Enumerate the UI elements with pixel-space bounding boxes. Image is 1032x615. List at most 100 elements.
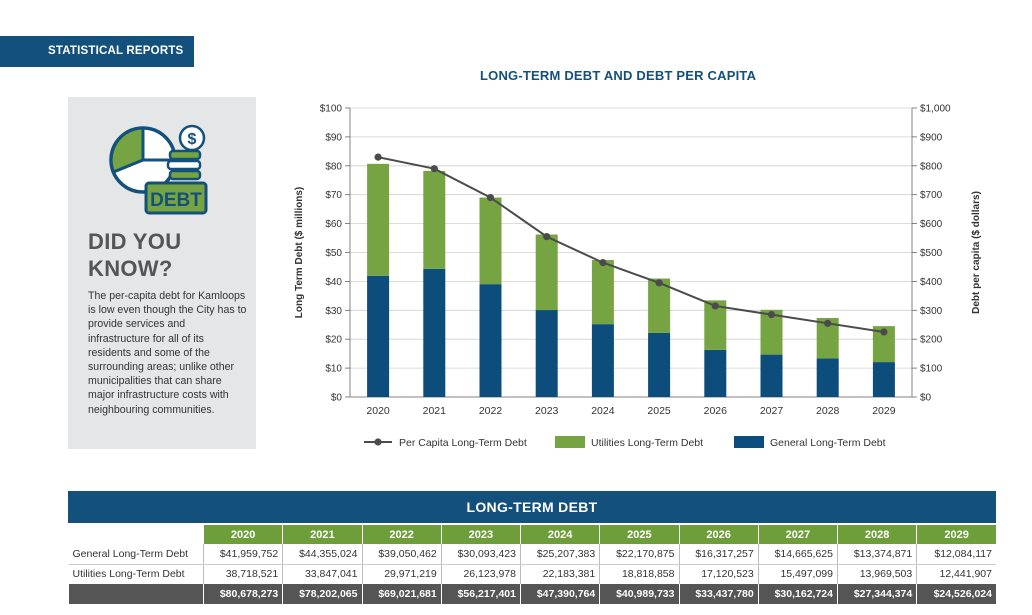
did-you-know-title: DID YOU KNOW? bbox=[88, 228, 181, 282]
per-capita-point bbox=[430, 165, 438, 173]
y-tick-label: $80 bbox=[325, 161, 342, 172]
table-header-row: 2020 2021 2022 2023 2024 2025 2026 2027 2028 2029 bbox=[68, 523, 996, 544]
table-cell: $14,665,625 bbox=[757, 544, 838, 565]
table-cell: 13,969,503 bbox=[836, 564, 917, 584]
per-capita-point bbox=[599, 259, 607, 267]
year-header: 2020 bbox=[202, 523, 283, 544]
bar-general bbox=[816, 358, 839, 397]
x-tick-label: 2020 bbox=[366, 405, 390, 417]
y-tick-label: $10 bbox=[325, 364, 342, 375]
per-capita-point bbox=[824, 319, 832, 327]
y-axis-label: Long Term Debt ($ millions) bbox=[294, 187, 305, 318]
bar-general bbox=[648, 332, 671, 397]
per-capita-point bbox=[655, 279, 663, 287]
y2-tick-label: $800 bbox=[920, 161, 943, 172]
legend-swatch-general bbox=[734, 436, 764, 448]
year-header: 2024 bbox=[519, 523, 600, 544]
total-cell: $33,437,780 bbox=[678, 584, 759, 604]
year-header: 2023 bbox=[440, 523, 521, 544]
row-label: Utilities Long-Term Debt bbox=[68, 564, 204, 584]
total-cell: $27,344,374 bbox=[836, 584, 917, 604]
per-capita-point bbox=[880, 328, 888, 336]
debt-chart: $0 $10 $20 $30 $40 $50 $60 $70 $80 $90 $100 $0 $100 $… bbox=[294, 104, 982, 450]
total-cell: $56,217,401 bbox=[440, 584, 521, 604]
totals-row: $80,678,273 $78,202,065 $69,021,681 $56,217… bbox=[68, 584, 996, 604]
table-cell: $12,084,117 bbox=[916, 544, 996, 565]
bar-utilities bbox=[423, 170, 446, 269]
y-tick-label: $90 bbox=[325, 132, 342, 143]
y2-tick-label: $700 bbox=[920, 190, 943, 201]
x-tick-label: 2024 bbox=[591, 405, 615, 417]
y-tick-label: $30 bbox=[325, 306, 342, 317]
bar-utilities bbox=[704, 300, 727, 350]
table-row: Utilities Long-Term Debt 38,718,521 33,847… bbox=[68, 564, 996, 584]
x-tick-label: 2029 bbox=[872, 405, 896, 417]
row-label: General Long-Term Debt bbox=[68, 544, 204, 565]
title-line-1: DID YOU bbox=[88, 229, 182, 254]
bar-general bbox=[760, 354, 783, 397]
table-row: General Long-Term Debt $41,959,752 $44,355… bbox=[68, 544, 996, 565]
bar-general bbox=[367, 275, 390, 397]
did-you-know-body: The per-capita debt for Kamloops is low … bbox=[88, 290, 247, 416]
legend-label-utilities: Utilities Long-Term Debt bbox=[591, 437, 703, 449]
table-cell: 15,497,099 bbox=[757, 564, 838, 584]
year-header: 2021 bbox=[282, 523, 362, 544]
table-cell: 26,123,978 bbox=[440, 564, 521, 584]
bar-utilities bbox=[367, 163, 390, 276]
bar-general bbox=[704, 349, 727, 397]
y-tick-label: $100 bbox=[320, 104, 343, 115]
total-cell: $80,678,273 bbox=[202, 584, 283, 604]
bar-utilities bbox=[872, 326, 895, 363]
table-cell: 33,847,041 bbox=[282, 564, 362, 584]
totals-label bbox=[68, 584, 204, 604]
total-cell: $40,989,733 bbox=[599, 584, 679, 604]
total-cell: $78,202,065 bbox=[282, 584, 362, 604]
total-cell: $69,021,681 bbox=[361, 584, 442, 604]
y2-tick-label: $300 bbox=[920, 306, 943, 317]
bar-general bbox=[872, 362, 895, 397]
table-cell: 18,818,858 bbox=[599, 564, 679, 584]
table-cell: $16,317,257 bbox=[678, 544, 759, 565]
per-capita-line bbox=[377, 156, 885, 333]
legend-label-per-capita: Per Capita Long-Term Debt bbox=[399, 437, 527, 449]
bar-utilities bbox=[760, 309, 783, 355]
y2-tick-label: $200 bbox=[920, 335, 943, 346]
y2-tick-label: $400 bbox=[920, 277, 943, 288]
bar-general bbox=[535, 310, 558, 397]
year-header: 2025 bbox=[599, 523, 679, 544]
y2-tick-label: $900 bbox=[920, 132, 943, 143]
y-tick-label: $50 bbox=[325, 248, 342, 259]
x-tick-label: 2021 bbox=[423, 405, 447, 417]
table-cell: 22,183,381 bbox=[519, 564, 600, 584]
total-cell: $47,390,764 bbox=[519, 584, 600, 604]
bar-general bbox=[591, 324, 614, 397]
y2-tick-label: $1,000 bbox=[920, 104, 951, 115]
per-capita-point bbox=[711, 302, 719, 310]
table-header-blank bbox=[68, 523, 204, 544]
bar-utilities bbox=[535, 234, 558, 311]
long-term-debt-table: LONG-TERM DEBT 2020 2021 2022 2023 2024 2025 2… bbox=[68, 491, 996, 604]
year-header: 2029 bbox=[916, 523, 996, 544]
per-capita-point bbox=[486, 193, 495, 202]
per-capita-point bbox=[767, 311, 776, 319]
per-capita-point bbox=[374, 153, 382, 161]
y-tick-label: $20 bbox=[325, 335, 342, 346]
table-cell: $39,050,462 bbox=[361, 544, 442, 565]
chart-title: LONG-TERM DEBT AND DEBT PER CAPITA bbox=[480, 68, 757, 83]
y2-tick-label: $600 bbox=[920, 219, 943, 230]
total-cell: $30,162,724 bbox=[757, 584, 838, 604]
y-tick-label: $70 bbox=[325, 190, 342, 201]
bar-general bbox=[479, 284, 502, 397]
bar-general bbox=[423, 268, 446, 397]
table-cell: $41,959,752 bbox=[202, 544, 283, 565]
table-cell: $44,355,024 bbox=[282, 544, 362, 565]
year-header: 2022 bbox=[361, 523, 442, 544]
table-cell: 29,971,219 bbox=[361, 564, 442, 584]
table-cell: $13,374,871 bbox=[836, 544, 917, 565]
y2-axis-label: Debt per capita ($ dollars) bbox=[971, 191, 982, 314]
table-cell: $25,207,383 bbox=[519, 544, 600, 565]
total-cell: $24,526,024 bbox=[916, 584, 996, 604]
per-capita-point bbox=[543, 233, 551, 241]
year-header: 2027 bbox=[757, 523, 838, 544]
year-header: 2028 bbox=[836, 523, 917, 544]
